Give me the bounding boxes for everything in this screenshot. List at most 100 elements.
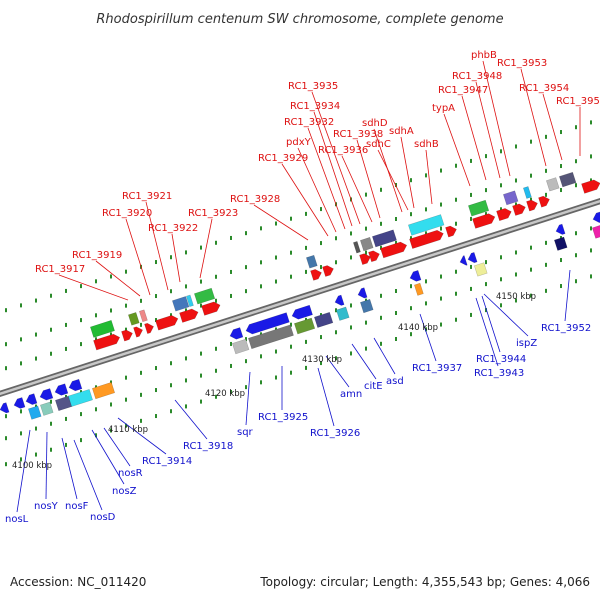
- feature-block: [40, 401, 54, 416]
- tick-dash: [260, 284, 262, 289]
- forward-gene: [496, 208, 512, 222]
- reverse-gene-label-callout: [73, 439, 103, 511]
- forward-gene-label: RC1_3917: [35, 264, 85, 275]
- tick-dash: [185, 356, 187, 361]
- tick-dash: [305, 339, 307, 344]
- tick-dash: [440, 322, 442, 327]
- reverse-gene-label-callout: [325, 355, 350, 388]
- gene: [474, 262, 488, 277]
- reverse-gene-label-callout: [317, 367, 335, 427]
- gene: [445, 225, 457, 238]
- genes-value: 4,066: [555, 575, 590, 589]
- gene: [546, 177, 560, 192]
- tick-dash: [500, 207, 502, 212]
- tick-dash: [335, 330, 337, 335]
- reverse-gene: [229, 327, 244, 340]
- kbp-tick-labels: 4100 kbp 4110 kbp 4120 kbp 4130 kbp 4140 kbp…: [12, 292, 536, 471]
- map-title: Rhodospirillum centenum SW chromosome, c…: [96, 12, 503, 27]
- reverse-gene: [68, 378, 83, 392]
- tick-dash: [410, 332, 412, 337]
- tick-dash: [95, 313, 97, 318]
- tick-dash: [20, 361, 22, 366]
- gene: [408, 214, 445, 236]
- reverse-gene-label-callout: [481, 295, 501, 353]
- gene: [360, 236, 374, 252]
- tick-dash: [20, 337, 22, 342]
- tick-dash: [560, 188, 562, 193]
- gene: [68, 378, 83, 392]
- forward-gene: [538, 195, 550, 208]
- tick-dash: [260, 380, 262, 385]
- gene: [526, 199, 538, 212]
- tick-dash: [215, 298, 217, 303]
- tick-dash: [200, 399, 202, 404]
- tick-dash: [455, 197, 457, 202]
- reverse-gene-label-callout: [16, 429, 31, 513]
- genes: [0, 171, 600, 420]
- tick-dash: [485, 282, 487, 287]
- tick-dash: [35, 426, 37, 431]
- tick-dash: [215, 274, 217, 279]
- tick-dash: [485, 188, 487, 193]
- feature-block: [186, 294, 194, 307]
- reverse-gene-label-callout: [174, 399, 208, 440]
- tick-dash: [65, 416, 67, 421]
- tick-dash: [290, 274, 292, 279]
- feature-block: [592, 225, 600, 239]
- forward-gene-label-callout: [377, 149, 409, 211]
- reverse-gene-label: nosY: [34, 501, 59, 512]
- tick-dash: [35, 298, 37, 303]
- tick-dash: [440, 202, 442, 207]
- feature-block: [294, 317, 316, 335]
- tick-dash: [575, 279, 577, 284]
- reverse-gene-label-callout: [61, 437, 78, 500]
- reverse-gene-label-callout: [483, 293, 529, 337]
- tick-dash: [245, 265, 247, 270]
- tick-dash: [350, 255, 352, 260]
- tick-dash: [110, 428, 112, 433]
- tick-dash: [80, 342, 82, 347]
- reverse-gene-label: RC1_3944: [476, 354, 526, 365]
- feature-block: [503, 190, 519, 206]
- tick-dash: [380, 315, 382, 320]
- tick-dash: [290, 216, 292, 221]
- tick-dash: [215, 394, 217, 399]
- gene: [179, 308, 199, 323]
- reverse-gene-label: RC1_3918: [183, 441, 233, 452]
- feature-block: [372, 229, 397, 248]
- feature-block: [90, 319, 115, 338]
- tick-dash: [305, 245, 307, 250]
- forward-gene: [201, 301, 221, 316]
- tick-dash: [455, 317, 457, 322]
- tick-dash: [290, 370, 292, 375]
- gene: [139, 309, 148, 323]
- tick-dash: [125, 423, 127, 428]
- tick-dash: [530, 173, 532, 178]
- tick-dash: [125, 375, 127, 380]
- tick-dash: [425, 173, 427, 178]
- forward-gene-label: RC1_3919: [72, 250, 122, 261]
- feature-block: [92, 381, 116, 400]
- forward-gene: [121, 329, 133, 342]
- reverse-gene-label: nosD: [90, 512, 116, 523]
- forward-gene-label: RC1_3938: [333, 129, 383, 140]
- gene: [201, 301, 221, 316]
- tick-dash: [80, 438, 82, 443]
- forward-gene: [368, 250, 380, 263]
- tick-dash: [65, 322, 67, 327]
- feature-block: [28, 405, 42, 420]
- tick-dash: [170, 289, 172, 294]
- tick-dash: [380, 341, 382, 346]
- kbp-label: 4110 kbp: [108, 425, 148, 435]
- gene: [248, 324, 294, 350]
- tick-dash: [380, 245, 382, 250]
- tick-dash: [215, 346, 217, 351]
- kbp-label: 4120 kbp: [205, 389, 245, 399]
- tick-marks: [5, 120, 592, 467]
- tick-dash: [350, 303, 352, 308]
- tick-dash: [230, 235, 232, 240]
- forward-gene-label-callout: [58, 274, 129, 301]
- tick-dash: [35, 332, 37, 337]
- reverse-gene-label: RC1_3914: [142, 456, 192, 467]
- tick-dash: [5, 414, 7, 419]
